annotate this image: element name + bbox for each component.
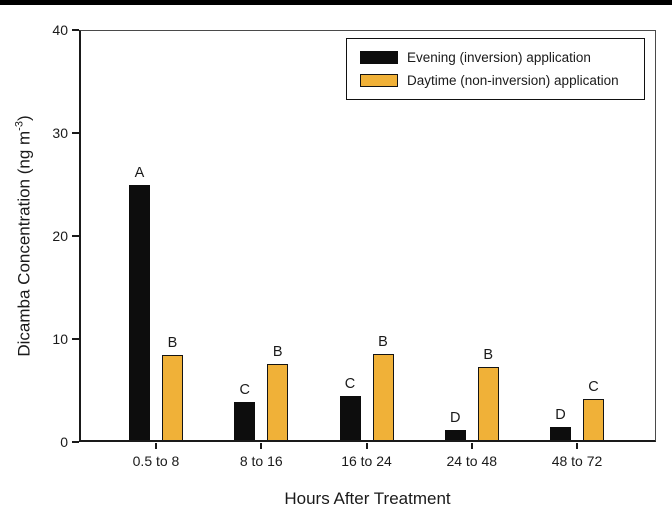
bar-evening <box>444 429 466 442</box>
x-axis-tick <box>365 443 368 449</box>
bar-evening <box>339 395 361 442</box>
y-axis-title-close: ) <box>14 115 34 122</box>
y-axis-tick <box>72 338 79 340</box>
bar-daytime <box>267 363 289 442</box>
legend-label-daytime: Daytime (non-inversion) application <box>407 72 619 88</box>
y-axis-tick <box>72 29 79 31</box>
x-axis-tick-label: 16 to 24 <box>341 453 392 469</box>
legend-swatch-evening <box>360 51 398 64</box>
sig-letter: B <box>272 343 283 360</box>
bar-daytime <box>162 355 183 442</box>
bar-evening <box>550 426 571 442</box>
bar-daytime <box>477 366 499 442</box>
bar-daytime <box>583 398 604 442</box>
sig-letter: A <box>134 164 145 181</box>
x-axis-tick <box>155 443 157 449</box>
sig-letter: B <box>483 346 494 363</box>
legend-row-daytime: Daytime (non-inversion) application <box>360 73 644 89</box>
x-axis-tick-label: 48 to 72 <box>551 453 603 469</box>
y-axis-tick <box>72 132 79 134</box>
sig-letter: C <box>239 381 250 398</box>
y-axis-tick-label: 10 <box>52 331 68 347</box>
x-axis-tick <box>576 443 578 449</box>
y-axis-title: Dicamba Concentration (ng m-3) <box>14 115 35 356</box>
figure-top-border <box>0 0 672 5</box>
x-axis-tick <box>470 443 473 449</box>
sig-letter: D <box>555 406 566 423</box>
y-axis-tick-label: 0 <box>60 434 68 450</box>
sig-letter: C <box>588 378 599 395</box>
bar-evening <box>129 184 150 442</box>
legend-swatch-daytime <box>360 74 398 87</box>
y-axis-tick-label: 20 <box>52 228 68 244</box>
x-axis-tick-label: 0.5 to 8 <box>132 453 180 469</box>
y-axis-title-text: Dicamba Concentration (ng m <box>14 130 34 357</box>
x-axis-tick <box>260 443 263 449</box>
sig-letter: C <box>344 375 356 392</box>
x-axis-tick-label: 24 to 48 <box>446 453 498 469</box>
y-axis-tick-label: 30 <box>52 125 68 141</box>
x-axis-tick-label: 8 to 16 <box>239 453 283 469</box>
y-axis-title-superscript: -3 <box>13 121 26 131</box>
y-axis-tick-label: 40 <box>52 22 68 38</box>
legend-row-evening: Evening (inversion) application <box>360 50 644 66</box>
y-axis-tick <box>72 441 79 443</box>
y-axis-tick <box>72 235 79 237</box>
sig-letter: D <box>450 409 461 426</box>
sig-letter: B <box>167 335 178 352</box>
legend: Evening (inversion) application Daytime … <box>346 38 645 100</box>
bar-evening <box>234 401 256 442</box>
x-axis-title: Hours After Treatment <box>284 489 451 508</box>
sig-letter: B <box>378 334 388 351</box>
legend-label-evening: Evening (inversion) application <box>407 49 591 65</box>
bar-daytime <box>372 354 394 442</box>
